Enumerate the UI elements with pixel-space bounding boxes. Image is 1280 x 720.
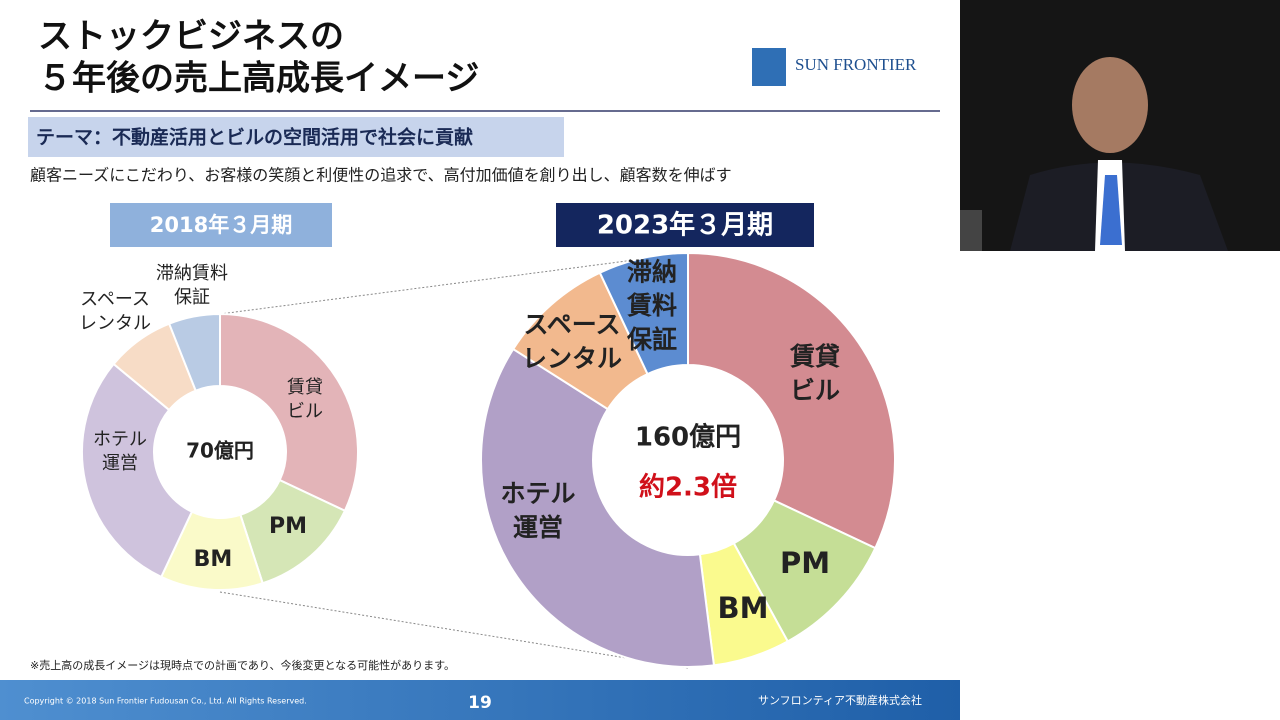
segment-label: 賃貸ビル [287, 377, 323, 422]
footnote: ※売上高の成長イメージは現時点での計画であり、今後変更となる可能性があります。 [30, 658, 455, 672]
segment-label: 滞納賃料保証 [156, 263, 228, 308]
segment-label: PM [269, 514, 307, 539]
segment-label: スペースレンタル [522, 310, 622, 373]
title-line: ５年後の売上高成長イメージ [38, 59, 479, 99]
center-label: 160億円 [635, 423, 741, 453]
growth-label: 約2.3倍 [639, 472, 737, 503]
donut-segment [219, 312, 359, 513]
segment-label: ホテル運営 [500, 479, 575, 542]
donut-segment [598, 251, 689, 376]
segment-label: 賃貸ビル [789, 342, 840, 405]
chart-title: 2018年３月期 [150, 213, 292, 237]
donut-segment [687, 251, 896, 550]
company: サンフロンティア不動産株式会社 [758, 693, 922, 707]
video-tie [1100, 175, 1122, 245]
connector [219, 591, 689, 669]
period-badge [556, 203, 814, 247]
logo-icon [752, 48, 786, 86]
video-speaker-head [1072, 57, 1148, 153]
donut-segment [81, 362, 194, 579]
theme: テーマ：不動産活用とビルの空間活用で社会に貢献 [36, 126, 473, 149]
theme-bg [28, 117, 564, 157]
segment-label: スペースレンタル [79, 289, 151, 334]
page-number: 19 [468, 693, 492, 713]
lead: 顧客ニーズにこだわり、お客様の笑顔と利便性の追求で、高付加価値を創り出し、顧客数… [30, 166, 732, 185]
donut-segment [480, 347, 716, 668]
segment-label: BM [718, 591, 769, 625]
segment-label: PM [780, 546, 830, 580]
footer-bar [0, 680, 960, 720]
copyright: Copyright © 2018 Sun Frontier Fudousan C… [24, 697, 307, 706]
video-podium [960, 210, 982, 251]
logo-text: SUN FRONTIER [795, 55, 917, 74]
segment-label: ホテル運営 [93, 429, 147, 474]
segment-label: BM [194, 547, 233, 572]
donut-segment [167, 312, 221, 392]
period-badge [110, 203, 332, 247]
title-line: ストックビジネスの [38, 17, 344, 57]
connector [219, 252, 689, 315]
segment-label: 滞納賃料保証 [626, 257, 677, 354]
chart-title: 2023年３月期 [597, 210, 773, 241]
center-label: 70億円 [186, 439, 254, 463]
